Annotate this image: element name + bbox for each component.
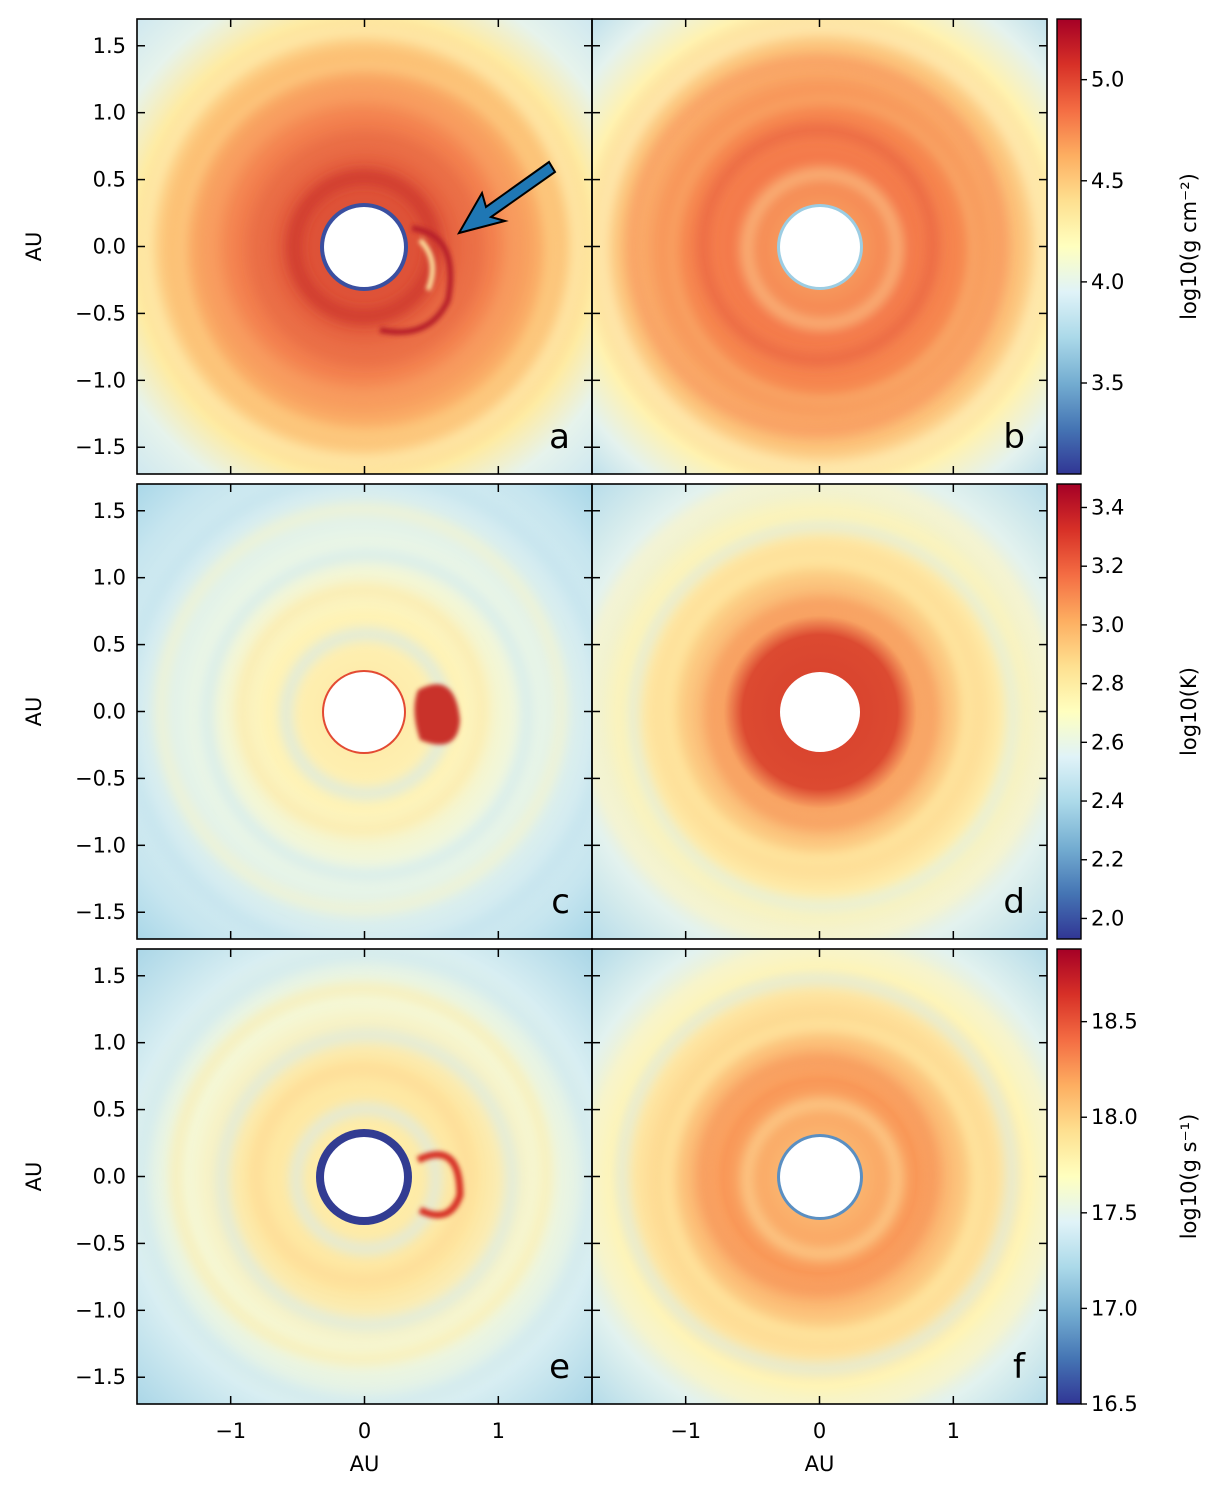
colorbar-label: log10(g cm⁻²): [1177, 173, 1201, 320]
panel-letter: e: [549, 1347, 570, 1387]
colorbar-tick-label: 2.4: [1091, 789, 1124, 813]
colorbar-tick-label: 2.2: [1091, 848, 1124, 872]
colorbar-tick-label: 3.4: [1091, 495, 1124, 519]
colorbar-tick-label: 3.5: [1091, 371, 1124, 395]
colorbar-label: log10(K): [1177, 667, 1201, 756]
x-axis-label: AU: [350, 1452, 380, 1476]
colorbar-tick-label: 2.8: [1091, 672, 1124, 696]
colorbar-tick-label: 2.0: [1091, 906, 1124, 930]
y-tick-label: 0.0: [93, 1165, 126, 1189]
colorbar-tick-label: 4.0: [1091, 270, 1124, 294]
panel-a: [137, 19, 592, 474]
y-tick-label: −1.5: [75, 1365, 126, 1389]
y-tick-label: 0.5: [93, 1098, 126, 1122]
y-tick-label: 1.5: [93, 499, 126, 523]
axes-layer: 1.5 1.0 0.5 0.0 −0.5 −1.0 −1.5 a AU b 3.5 4.0 4.5 5.0…: [22, 18, 1201, 1476]
y-tick-label: −0.5: [75, 1231, 126, 1255]
y-tick-label: −1.0: [75, 1298, 126, 1322]
inner-hole: [780, 672, 860, 752]
x-tick-label: 1: [492, 1419, 505, 1443]
y-tick-label: −1.5: [75, 900, 126, 924]
y-tick-label: 0.0: [93, 235, 126, 259]
colorbar-tick-label: 2.6: [1091, 730, 1124, 754]
colorbar: [1056, 483, 1082, 940]
x-tick-label: −1: [670, 1419, 701, 1443]
y-tick-label: 0.5: [93, 168, 126, 192]
y-tick-label: −1.5: [75, 435, 126, 459]
colorbar-tick-label: 3.0: [1091, 613, 1124, 637]
colorbar-tick-label: 16.5: [1091, 1392, 1138, 1416]
y-tick-label: −1.0: [75, 833, 126, 857]
y-tick-label: 0.5: [93, 633, 126, 657]
colorbar-tick-label: 17.0: [1091, 1296, 1138, 1320]
inner-hole: [780, 1137, 860, 1217]
panel-d: [592, 484, 1047, 939]
clump-feature: [416, 1151, 464, 1219]
inner-hole: [324, 207, 404, 287]
y-axis-label: AU: [22, 697, 46, 727]
y-tick-label: 1.0: [93, 566, 126, 590]
colorbar-tick-label: 3.2: [1091, 554, 1124, 578]
colorbar-tick-label: 18.0: [1091, 1105, 1138, 1129]
y-tick-label: −1.0: [75, 368, 126, 392]
x-axis-label: AU: [805, 1452, 835, 1476]
y-axis-label: AU: [22, 232, 46, 262]
panel-letter: f: [1013, 1347, 1026, 1387]
colorbar-tick-label: 5.0: [1091, 68, 1124, 92]
clump-arrow: [456, 160, 557, 235]
colorbar-tick-label: 4.5: [1091, 169, 1124, 193]
y-tick-label: 1.5: [93, 964, 126, 988]
colorbar: [1056, 948, 1082, 1405]
inner-hole: [324, 672, 404, 752]
y-axis-label: AU: [22, 1162, 46, 1192]
y-tick-label: 1.0: [93, 101, 126, 125]
panel-letter: a: [549, 417, 570, 457]
x-tick-label: 1: [947, 1419, 960, 1443]
y-tick-label: 1.0: [93, 1031, 126, 1055]
y-tick-label: −0.5: [75, 766, 126, 790]
panel-f: [592, 949, 1047, 1404]
x-tick-label: −1: [215, 1419, 246, 1443]
y-tick-label: 1.5: [93, 34, 126, 58]
panel-b: [592, 19, 1047, 474]
panel-c: [137, 484, 592, 939]
x-tick-label: 0: [358, 1419, 371, 1443]
panel-letter: d: [1003, 882, 1025, 922]
y-tick-label: 0.0: [93, 700, 126, 724]
colorbar-tick-label: 18.5: [1091, 1010, 1138, 1034]
panel-e: [137, 949, 592, 1404]
colorbar: [1056, 18, 1082, 475]
hot-clump: [414, 684, 460, 745]
panel-letter: c: [551, 882, 570, 922]
inner-hole: [780, 207, 860, 287]
inner-hole: [324, 1137, 404, 1217]
colorbar-tick-label: 17.5: [1091, 1201, 1138, 1225]
colorbar-label: log10(g s⁻¹): [1177, 1114, 1201, 1240]
x-tick-label: 0: [813, 1419, 826, 1443]
panel-letter: b: [1003, 417, 1025, 457]
y-tick-label: −0.5: [75, 301, 126, 325]
